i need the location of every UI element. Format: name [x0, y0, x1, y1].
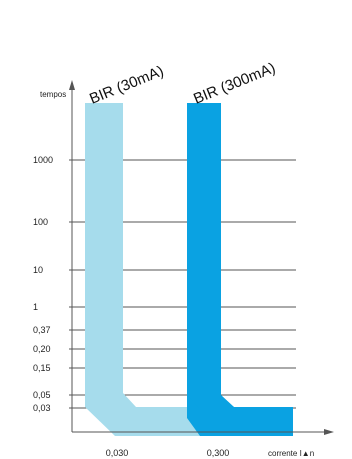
y-axis-label: tempos	[40, 90, 66, 99]
y-tick-label: 0,20	[33, 344, 51, 354]
y-tick-label: 100	[33, 217, 48, 227]
curve-bands	[85, 103, 293, 436]
x-tick-labels: 0,030 0,300	[106, 448, 230, 458]
y-tick-label: 10	[33, 265, 43, 275]
y-tick-label: 0,05	[33, 390, 51, 400]
y-tick-label: 0,03	[33, 403, 51, 413]
y-tick-label: 1	[33, 302, 38, 312]
series-label-bir-300: BIR (300mA)	[191, 59, 278, 107]
axes	[69, 80, 334, 435]
y-tick-label: 0,15	[33, 363, 51, 373]
y-axis-arrow	[69, 80, 75, 90]
y-tick-label: 0,37	[33, 325, 51, 335]
band-bir-300	[187, 103, 293, 436]
y-tick-labels: 1000 100 10 1 0,37 0,20 0,15 0,05 0,03	[33, 155, 53, 413]
band-bir-30	[85, 103, 293, 436]
series-label-bir-30: BIR (30mA)	[87, 63, 166, 108]
x-axis-arrow	[324, 429, 334, 435]
y-tick-label: 1000	[33, 155, 53, 165]
band-bir-300-tail	[187, 395, 293, 409]
x-tick-label: 0,030	[106, 448, 129, 458]
x-tick-label: 0,300	[207, 448, 230, 458]
x-axis-label: corrente I▲n	[268, 449, 314, 458]
